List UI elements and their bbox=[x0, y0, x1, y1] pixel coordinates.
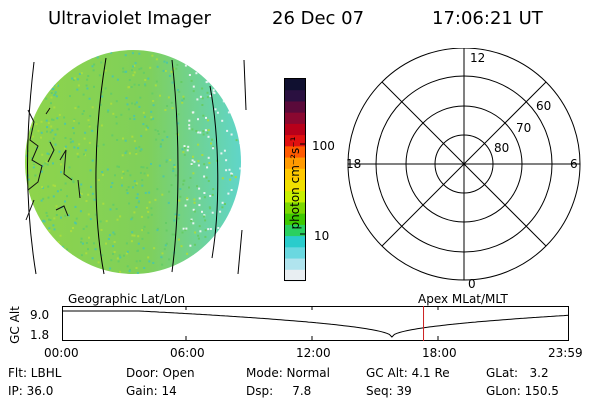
colorbar-swatch bbox=[285, 135, 305, 147]
mlt-label-left: 18 bbox=[346, 157, 361, 171]
colorbar-swatch bbox=[285, 224, 305, 237]
mlt-label-right: 6 bbox=[570, 157, 578, 171]
meridian-line bbox=[27, 61, 37, 275]
colorbar-swatch bbox=[285, 79, 305, 91]
colorbar-swatch bbox=[285, 258, 305, 271]
colorbar-swatch bbox=[285, 191, 305, 203]
altitude-curve bbox=[63, 310, 570, 338]
alt-xtick: 12:00 bbox=[296, 346, 331, 360]
alt-ytick-bottom: 1.8 bbox=[30, 328, 50, 342]
colorbar-swatch bbox=[285, 101, 305, 114]
colorbar-tick-10: 10 bbox=[314, 229, 330, 243]
status-ip: IP: 36.0 bbox=[8, 384, 54, 398]
colorbar-swatch bbox=[285, 90, 305, 102]
status-glat: GLat: 3.2 bbox=[486, 366, 549, 380]
colorbar-tick-100: 100 bbox=[312, 139, 335, 153]
status-dsp: Dsp: 7.8 bbox=[246, 384, 312, 398]
altitude-plot bbox=[62, 306, 570, 341]
meridian-line bbox=[237, 229, 243, 275]
colorbar-swatch bbox=[285, 180, 305, 192]
status-gc-alt: GC Alt: 4.1 Re bbox=[366, 366, 450, 380]
alt-ytick-top: 9.0 bbox=[30, 308, 50, 322]
colorbar-swatch bbox=[285, 123, 305, 136]
status-flt: Flt: LBHL bbox=[8, 366, 62, 380]
geographic-image bbox=[25, 50, 247, 275]
mlat-label-60: 60 bbox=[536, 99, 551, 113]
colorbar bbox=[284, 78, 306, 282]
alt-ylabel: GC Alt bbox=[7, 306, 22, 344]
mlt-label-bottom: 0 bbox=[468, 277, 476, 291]
meridian-line bbox=[95, 57, 107, 275]
date-label: 26 Dec 07 bbox=[272, 8, 365, 29]
time-label: 17:06:21 UT bbox=[432, 8, 543, 29]
colorbar-swatch bbox=[285, 146, 305, 159]
colorbar-unit-label: photon cm⁻²s⁻¹ bbox=[288, 136, 302, 230]
mlt-label-top: 12 bbox=[470, 51, 485, 65]
alt-xtick: 00:00 bbox=[44, 346, 79, 360]
status-door: Door: Open bbox=[126, 366, 195, 380]
meridian-line bbox=[171, 59, 179, 273]
meridian-line bbox=[243, 59, 247, 111]
status-seq: Seq: 39 bbox=[366, 384, 412, 398]
colorbar-swatch bbox=[285, 112, 305, 125]
mlt-line bbox=[381, 81, 547, 247]
colorbar-swatch bbox=[285, 168, 305, 181]
status-glon: GLon: 150.5 bbox=[486, 384, 559, 398]
polar-plot: 12 0 18 6 60 70 80 bbox=[346, 48, 581, 291]
colorbar-swatch bbox=[285, 157, 305, 170]
coastline bbox=[25, 107, 81, 221]
meridian-line bbox=[209, 85, 219, 259]
status-mode: Mode: Normal bbox=[246, 366, 330, 380]
alt-xtick: 18:00 bbox=[422, 346, 457, 360]
status-gain: Gain: 14 bbox=[126, 384, 177, 398]
alt-xtick: 06:00 bbox=[170, 346, 205, 360]
colorbar-swatch bbox=[285, 247, 305, 260]
colorbar-swatch bbox=[285, 269, 305, 282]
mlat-label-80: 80 bbox=[494, 141, 509, 155]
colorbar-swatch bbox=[285, 213, 305, 226]
geographic-label: Geographic Lat/Lon bbox=[68, 292, 186, 306]
colorbar-swatch bbox=[285, 202, 305, 215]
mlat-label-70: 70 bbox=[516, 121, 531, 135]
alt-xtick: 23:59 bbox=[548, 346, 583, 360]
colorbar-swatch bbox=[285, 236, 305, 248]
apex-label: Apex MLat/MLT bbox=[418, 292, 508, 306]
instrument-title: Ultraviolet Imager bbox=[48, 8, 211, 29]
